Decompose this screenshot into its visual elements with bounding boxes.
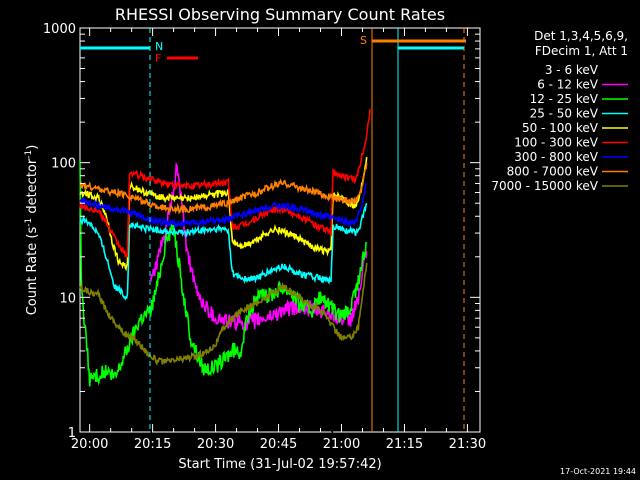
x-tick-label: 21:30 xyxy=(449,437,486,452)
series-line-5 xyxy=(79,109,371,259)
x-tick-label: 20:15 xyxy=(134,437,171,452)
y-axis-label-sup2: -1 xyxy=(24,150,34,159)
y-tick-label: 1 xyxy=(68,426,76,441)
footer-timestamp: 17-Oct-2021 19:44 xyxy=(560,467,636,476)
legend: Det 1,3,4,5,6,9, FDecim 1, Att 1 3 - 6 k… xyxy=(491,29,628,193)
flag-markers: NF S xyxy=(80,28,466,432)
x-axis: 20:00 20:15 20:30 20:45 21:00 21:15 21:30 xyxy=(71,28,486,452)
x-tick-label: 20:45 xyxy=(260,437,297,452)
y-axis-label-mid: detector xyxy=(25,158,40,218)
legend-entry-label: 3 - 6 keV xyxy=(545,63,599,77)
series-line-7 xyxy=(79,162,368,215)
x-axis-label: Start Time (31-Jul-02 19:57:42) xyxy=(178,457,381,472)
x-tick-label: 20:30 xyxy=(197,437,234,452)
x-tick-label: 21:00 xyxy=(323,437,360,452)
y-tick-label: 1000 xyxy=(43,22,76,37)
series-line-8 xyxy=(79,262,368,366)
y-axis-label: Count Rate (s-1 detector-1) xyxy=(24,145,40,316)
flag-f-label: F xyxy=(155,52,161,65)
legend-entry-label: 6 - 12 keV xyxy=(537,78,599,92)
legend-entry-label: 800 - 7000 keV xyxy=(507,165,599,179)
legend-header-line-2: FDecim 1, Att 1 xyxy=(535,44,628,58)
flag-s-label: S xyxy=(360,34,367,47)
legend-entry-label: 25 - 50 keV xyxy=(530,107,599,121)
series-line-6 xyxy=(79,182,367,229)
legend-entry-label: 50 - 100 keV xyxy=(522,121,599,135)
y-axis-label-end: ) xyxy=(25,145,40,150)
flag-n-label: N xyxy=(155,40,163,53)
x-tick-label: 20:00 xyxy=(71,437,108,452)
plot-area xyxy=(79,27,481,433)
y-tick-label: 100 xyxy=(51,157,76,172)
y-tick-label: 10 xyxy=(59,291,76,306)
y-axis-label-sup1: -1 xyxy=(24,218,34,227)
chart-title: RHESSI Observing Summary Count Rates xyxy=(115,5,445,24)
legend-entry-label: 12 - 25 keV xyxy=(530,92,599,106)
series-line-0 xyxy=(150,322,334,433)
series-line-2 xyxy=(79,159,368,387)
series-line-3 xyxy=(79,202,368,301)
x-tick-label: 21:15 xyxy=(386,437,423,452)
legend-entry-label: 100 - 300 keV xyxy=(514,136,598,150)
series-line-1 xyxy=(149,161,368,332)
legend-header-line-1: Det 1,3,4,5,6,9, xyxy=(534,29,628,43)
legend-entry-label: 7000 - 15000 keV xyxy=(491,179,598,193)
legend-entry-label: 300 - 800 keV xyxy=(514,150,598,164)
y-axis-label-main: Count Rate (s xyxy=(25,227,40,316)
